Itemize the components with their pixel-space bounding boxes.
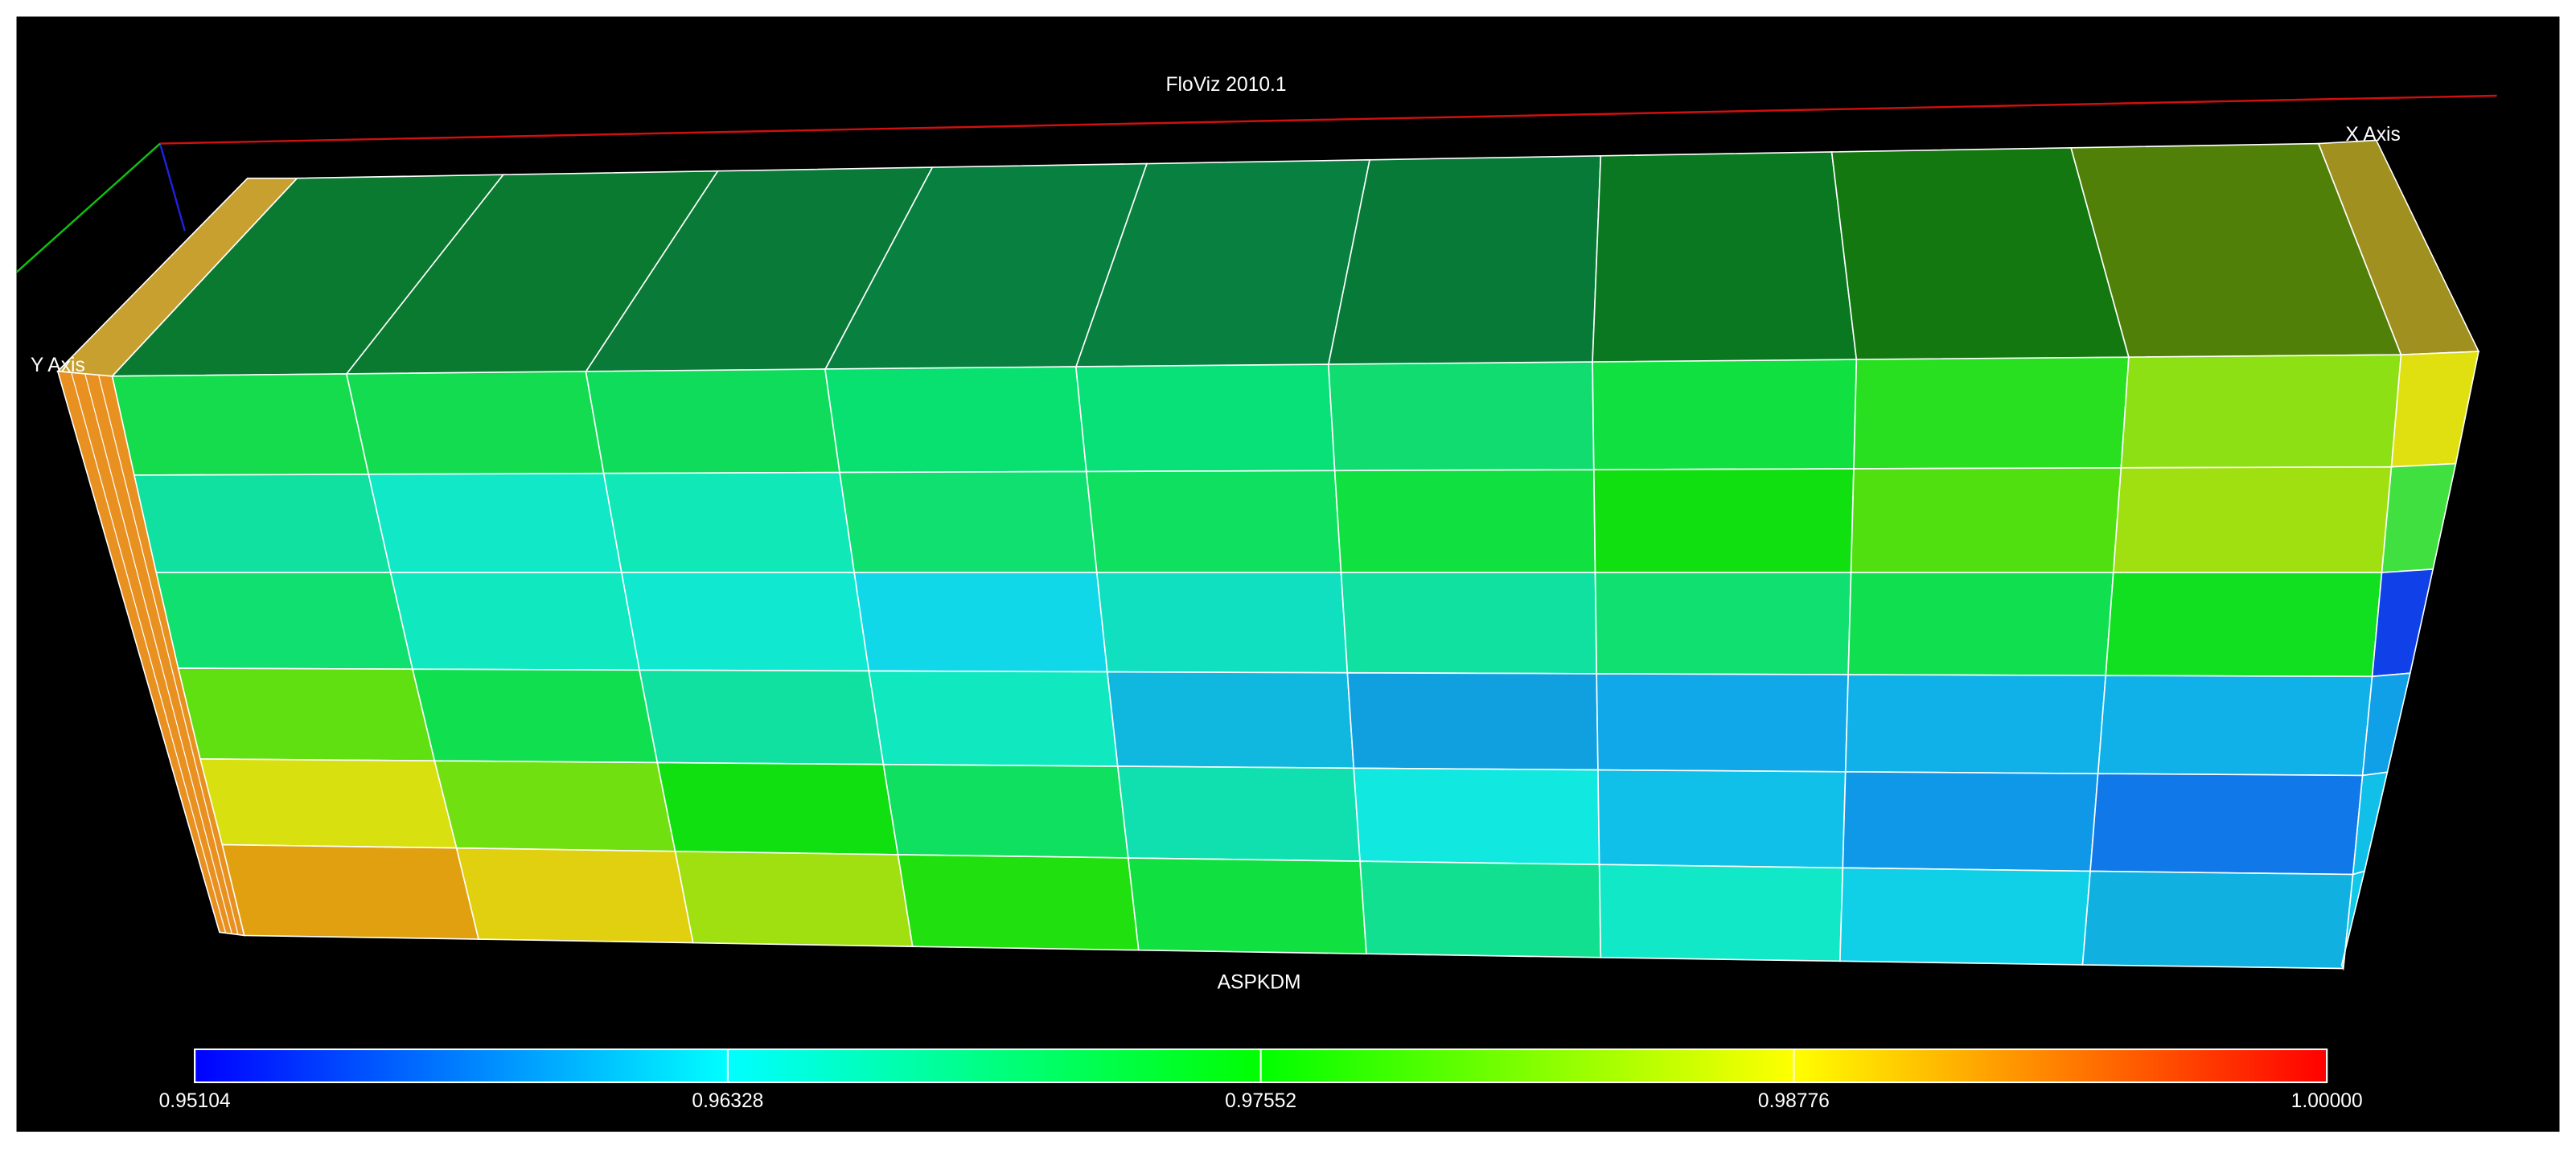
front-cell	[1359, 860, 1602, 958]
right-side-cell	[2340, 870, 2366, 971]
front-cell	[1333, 469, 1596, 573]
front-cell	[345, 371, 605, 475]
front-cell	[2089, 773, 2364, 876]
app-title: FloViz 2010.1	[1166, 74, 1287, 96]
front-cell	[882, 763, 1129, 859]
front-cell	[1074, 363, 1336, 473]
front-cell	[1842, 771, 2099, 872]
front-cell	[1596, 673, 1849, 773]
front-cell	[455, 847, 694, 944]
front-cell	[199, 758, 458, 849]
side-line	[84, 373, 232, 934]
front-cell	[1850, 467, 2122, 573]
front-cell	[2097, 675, 2373, 777]
front-cell	[620, 572, 870, 672]
front-cell	[1853, 356, 2130, 470]
front-cell	[839, 470, 1098, 573]
front-cell	[656, 761, 899, 856]
model	[56, 139, 2480, 971]
front-cell	[1597, 769, 1847, 869]
front-cell	[1594, 572, 1852, 675]
front-cell	[674, 850, 914, 947]
front-cell	[389, 572, 641, 671]
colorbar-ticks: 0.95104 0.96328 0.97552 0.98776 1.00000	[159, 1049, 2363, 1112]
left-top-strip	[56, 177, 299, 377]
y-axis-line	[15, 142, 161, 273]
y-axis-label: Y Axis	[31, 355, 85, 376]
front-cell	[824, 366, 1087, 474]
x-axis-label: X Axis	[2345, 124, 2400, 146]
front-cell	[1847, 572, 2114, 676]
front-cell	[1346, 671, 1599, 771]
front-cell	[1340, 572, 1598, 675]
front-cell	[2105, 572, 2383, 678]
front-cell	[133, 474, 392, 573]
front-cell	[897, 854, 1140, 951]
front-cell	[1598, 864, 1844, 962]
front-cell	[2120, 354, 2402, 469]
front-cell	[2112, 466, 2393, 573]
front-cell	[1127, 857, 1367, 955]
front-cell	[602, 471, 856, 573]
front-cell	[1327, 361, 1595, 472]
side-line	[98, 375, 239, 935]
front-cell	[1353, 767, 1600, 866]
front-cell	[639, 669, 885, 765]
colorbar-tick-label: 0.97552	[1225, 1090, 1296, 1112]
colorbar-tick-label: 0.96328	[692, 1090, 763, 1112]
variable-label: ASPKDM	[1218, 971, 1301, 993]
front-cell	[155, 572, 414, 671]
colorbar-tick-label: 0.98776	[1758, 1090, 1830, 1112]
front-cell	[868, 670, 1119, 767]
front-cell	[1839, 867, 2091, 966]
front-cell	[1095, 572, 1349, 674]
x-axis-line	[160, 94, 2497, 145]
top-cell	[1327, 155, 1602, 366]
front-cell	[177, 667, 436, 762]
front-cell	[221, 843, 480, 940]
front-cell	[368, 472, 622, 573]
front-cell	[1106, 671, 1355, 769]
front-cell	[411, 668, 659, 764]
top-cell	[1592, 151, 1858, 363]
front-cell	[2081, 870, 2354, 970]
z-axis-line	[158, 143, 186, 232]
front-cell	[1116, 765, 1361, 862]
front-cell	[1592, 468, 1855, 573]
front-cell	[1085, 470, 1342, 573]
front-cell	[433, 760, 676, 852]
front-cell	[1592, 359, 1858, 470]
front-cell	[111, 373, 370, 476]
front-cell	[1844, 674, 2107, 774]
colorbar-tick-label: 1.00000	[2291, 1090, 2363, 1112]
colorbar-tick-label: 0.95104	[159, 1090, 231, 1112]
side-line	[71, 372, 227, 934]
front-cell	[585, 368, 841, 474]
front-cell	[853, 572, 1108, 673]
